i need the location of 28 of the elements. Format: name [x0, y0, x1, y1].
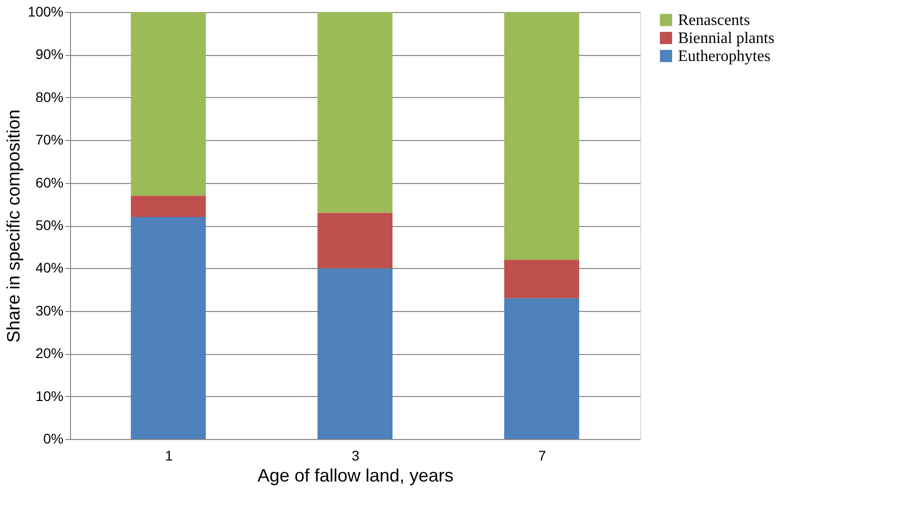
x-tick-label: 3: [352, 448, 360, 464]
bar: [130, 12, 206, 196]
x-tick-label: 1: [164, 448, 173, 464]
y-axis-title: Share in specific composition: [4, 109, 24, 343]
y-tick-label: 60%: [35, 174, 64, 190]
y-tick-label: 40%: [35, 260, 64, 276]
x-axis-title: Age of fallow land, years: [257, 466, 454, 486]
x-tick-label: 7: [538, 448, 546, 464]
legend-label: Eutherophytes: [678, 48, 770, 65]
y-tick-label: 70%: [35, 132, 64, 148]
bar: [318, 212, 392, 268]
y-tick-label: 20%: [35, 345, 64, 362]
y-tick-label: 90%: [35, 46, 64, 62]
bar: [504, 260, 580, 298]
y-tick-label: 80%: [35, 88, 64, 105]
y-tick-label: 0%: [43, 430, 64, 446]
y-tick-label: 50%: [35, 217, 64, 233]
legend-label: Renascents: [678, 12, 750, 29]
legend-label: Biennial plants: [678, 30, 774, 47]
bar: [504, 12, 580, 260]
y-tick-label: 10%: [35, 388, 64, 404]
bar: [318, 12, 392, 213]
bar: [130, 196, 206, 217]
bar: [504, 298, 580, 439]
y-tick-label: 30%: [35, 302, 64, 318]
bar: [318, 268, 392, 439]
bar: [130, 216, 206, 439]
y-tick-label: 100%: [28, 4, 64, 20]
